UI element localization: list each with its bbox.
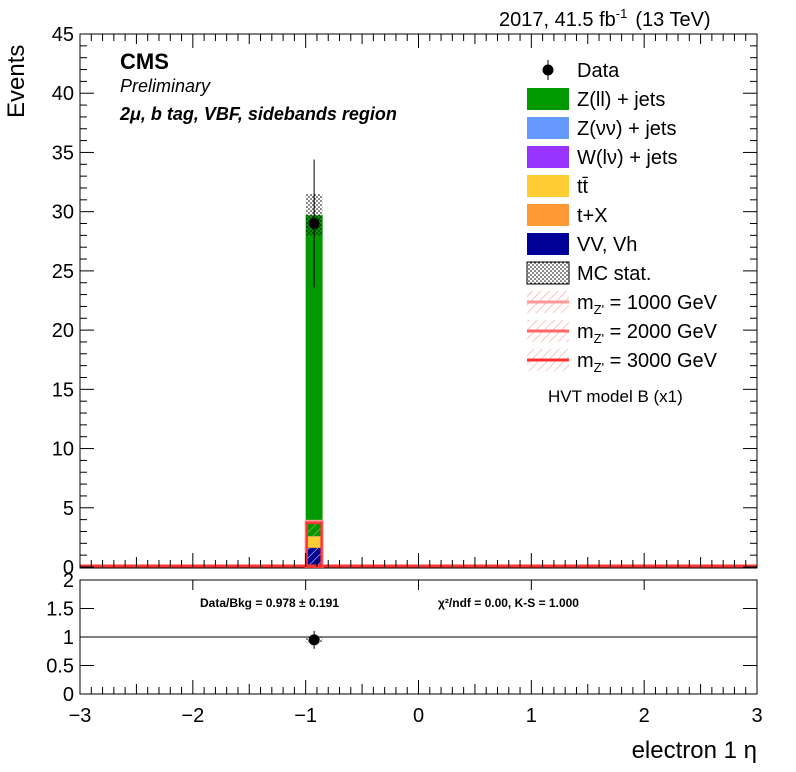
legend-label-rest-10: = 3000 GeV [604,350,718,372]
stack-bar-0 [305,548,323,567]
xtick-label-4: 1 [526,705,537,727]
ratio-ytick-label-3: 1.5 [46,599,74,621]
legend-label-main-5: t+X [577,205,608,227]
legend-swatch-1 [527,88,569,110]
legend-swatch-6 [527,233,569,255]
legend-label-main-4: tt̄ [577,176,589,198]
legend-label-main-10: m [577,350,594,372]
legend-swatch-7 [526,261,570,285]
energy-label: (13 TeV) [635,9,710,31]
lumi-unit-exponent: -1 [616,6,628,21]
ratio-ytick-label-0: 0 [63,684,74,706]
main-ytick-label-8: 40 [52,83,74,105]
ratio-point-0 [308,634,320,646]
status-label: Preliminary [120,76,211,96]
model-note: HVT model B (x1) [548,387,683,406]
stack-bar-overlap-hatch [305,524,323,537]
legend-label-9: mZ' = 2000 GeV [577,321,718,346]
main-ytick-label-6: 30 [52,202,74,224]
chi2-label: χ²/ndf = 0.00, K-S = 1.000 [438,596,579,610]
legend-label-main-0: Data [577,60,620,82]
main-ytick-label-1: 5 [63,498,74,520]
main-ytick-label-4: 20 [52,320,74,342]
main-ticks: 0 5 10 15 20 25 30 35 40 45 [52,24,757,579]
xtick-label-0: −3 [69,705,92,727]
xtick-label-2: −1 [294,705,317,727]
xtick-label-6: 3 [751,705,762,727]
legend-label-main-1: Z(ll) + jets [577,89,665,111]
legend: Data Z(ll) + jets Z(νν) + jets W(lν) + jets… [526,60,718,375]
legend-label-6: VV, Vh [577,234,637,256]
main-ytick-label-3: 15 [52,379,74,401]
legend-swatch-2 [527,117,569,139]
main-ytick-label-2: 10 [52,439,74,461]
legend-label-5: t+X [577,205,608,227]
legend-label-main-8: m [577,292,594,314]
ratio-ytick-label-2: 1 [63,627,74,649]
ratio-ticks: 0 0.5 1 1.5 2 [46,570,757,706]
legend-swatch-5 [527,204,569,226]
legend-label-rest-8: = 1000 GeV [604,292,718,314]
legend-label-8: mZ' = 1000 GeV [577,292,718,317]
legend-label-7: MC stat. [577,263,651,285]
xtick-label-3: 0 [413,705,424,727]
xtick-label-5: 2 [639,705,650,727]
stack-bar-1 [305,546,323,549]
legend-label-sub-10: Z' [594,360,604,375]
legend-swatch-4 [527,175,569,197]
x-axis-title: electron 1 η [632,737,757,764]
stack-bar-2 [305,536,323,547]
stack-bar-5 [305,215,323,536]
main-ytick-label-7: 35 [52,142,74,164]
data-point-0 [308,218,320,230]
legend-label-3: W(lν) + jets [577,147,678,169]
legend-label-2: Z(νν) + jets [577,118,676,140]
legend-label-main-9: m [577,321,594,343]
legend-label-main-3: W(lν) + jets [577,147,678,169]
legend-label-4: tt̄ [577,176,589,198]
ratio-ytick-label-1: 0.5 [46,656,74,678]
legend-label-10: mZ' = 3000 GeV [577,350,718,375]
y-axis-title: Events [3,45,30,118]
xtick-label-1: −2 [181,705,204,727]
main-ytick-label-0: 0 [63,557,74,579]
legend-swatch-3 [527,146,569,168]
experiment-label: CMS [120,49,169,74]
ratio-marks [80,630,757,649]
legend-label-sub-9: Z' [594,331,604,346]
legend-label-rest-9: = 2000 GeV [604,321,718,343]
main-ytick-label-9: 45 [52,24,74,46]
data-bkg-label: Data/Bkg = 0.978 ± 0.191 [200,596,339,610]
legend-label-0: Data [577,60,620,82]
legend-label-1: Z(ll) + jets [577,89,665,111]
legend-label-sub-8: Z' [594,302,604,317]
ratio-ytick-label-4: 2 [63,570,74,592]
x-ticks: −3 −2 −1 0 1 2 3 [69,34,763,727]
region-label: 2μ, b tag, VBF, sidebands region [119,104,397,124]
legend-label-main-7: MC stat. [577,263,651,285]
lumi-value: 2017, 41.5 fb [499,9,616,31]
legend-label-main-2: Z(νν) + jets [577,118,676,140]
legend-label-main-6: VV, Vh [577,234,637,256]
lumi-label: 2017, 41.5 fb-1 (13 TeV) [499,6,711,31]
main-ytick-label-5: 25 [52,261,74,283]
